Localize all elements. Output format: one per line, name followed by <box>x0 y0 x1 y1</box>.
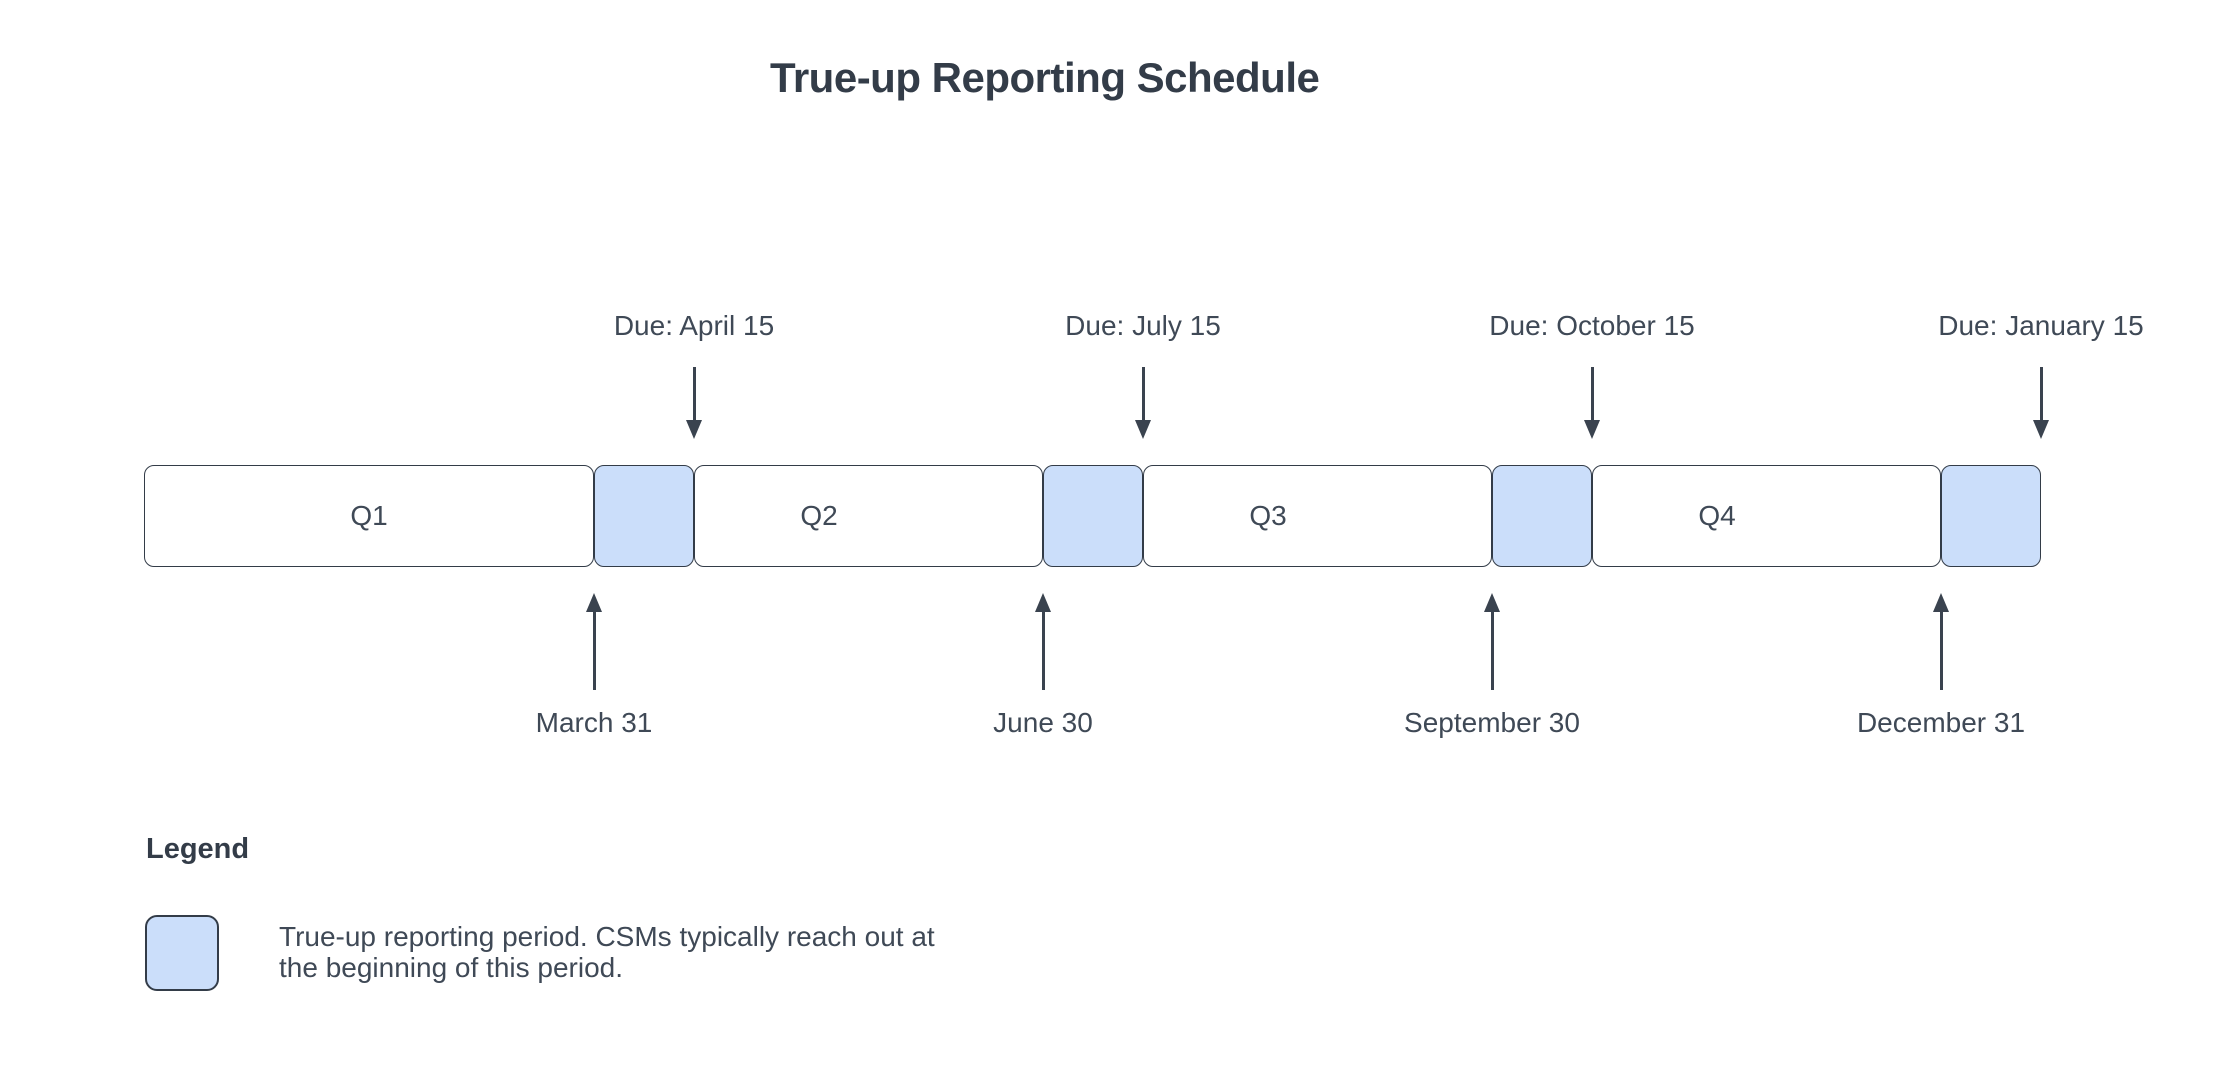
due-date-label-q1: Due: April 15 <box>613 310 775 341</box>
up-arrow-icon <box>585 593 602 690</box>
quarter-label-q2: Q2 <box>800 500 838 531</box>
trueup-period-box-1 <box>594 465 694 567</box>
quarter-label-q1: Q1 <box>350 500 388 531</box>
quarter-end-label-q4: December 31 <box>1856 707 2026 738</box>
up-arrow-icon <box>1932 593 1949 690</box>
diagram-title: True-up Reporting Schedule <box>770 54 1320 101</box>
quarter-label-q4: Q4 <box>1698 500 1736 531</box>
quarter-end-label-q2: June 30 <box>993 707 1093 738</box>
legend-item-text: True-up reporting period. CSMs typically… <box>279 921 935 983</box>
down-arrow-icon <box>685 367 702 439</box>
trueup-period-box-4 <box>1941 465 2041 567</box>
quarter-box-q2 <box>694 465 1043 567</box>
up-arrow-icon <box>1483 593 1500 690</box>
trueup-period-box-2 <box>1043 465 1143 567</box>
quarter-box-q4 <box>1592 465 1941 567</box>
quarter-end-label-q3: September 30 <box>1404 707 1580 738</box>
trueup-period-box-3 <box>1492 465 1592 567</box>
trueup-period-swatch <box>145 915 219 991</box>
down-arrow-icon <box>1583 367 1600 439</box>
due-date-label-q4: Due: January 15 <box>1938 310 2144 341</box>
quarter-box-q1 <box>144 465 594 567</box>
due-date-label-q3: Due: October 15 <box>1489 310 1695 341</box>
due-date-label-q2: Due: July 15 <box>1065 310 1221 341</box>
quarter-end-label-q1: March 31 <box>535 707 653 738</box>
quarter-box-q3 <box>1143 465 1492 567</box>
quarter-label-q3: Q3 <box>1249 500 1287 531</box>
up-arrow-icon <box>1034 593 1051 690</box>
down-arrow-icon <box>2032 367 2049 439</box>
down-arrow-icon <box>1134 367 1151 439</box>
legend-heading: Legend <box>146 833 250 865</box>
